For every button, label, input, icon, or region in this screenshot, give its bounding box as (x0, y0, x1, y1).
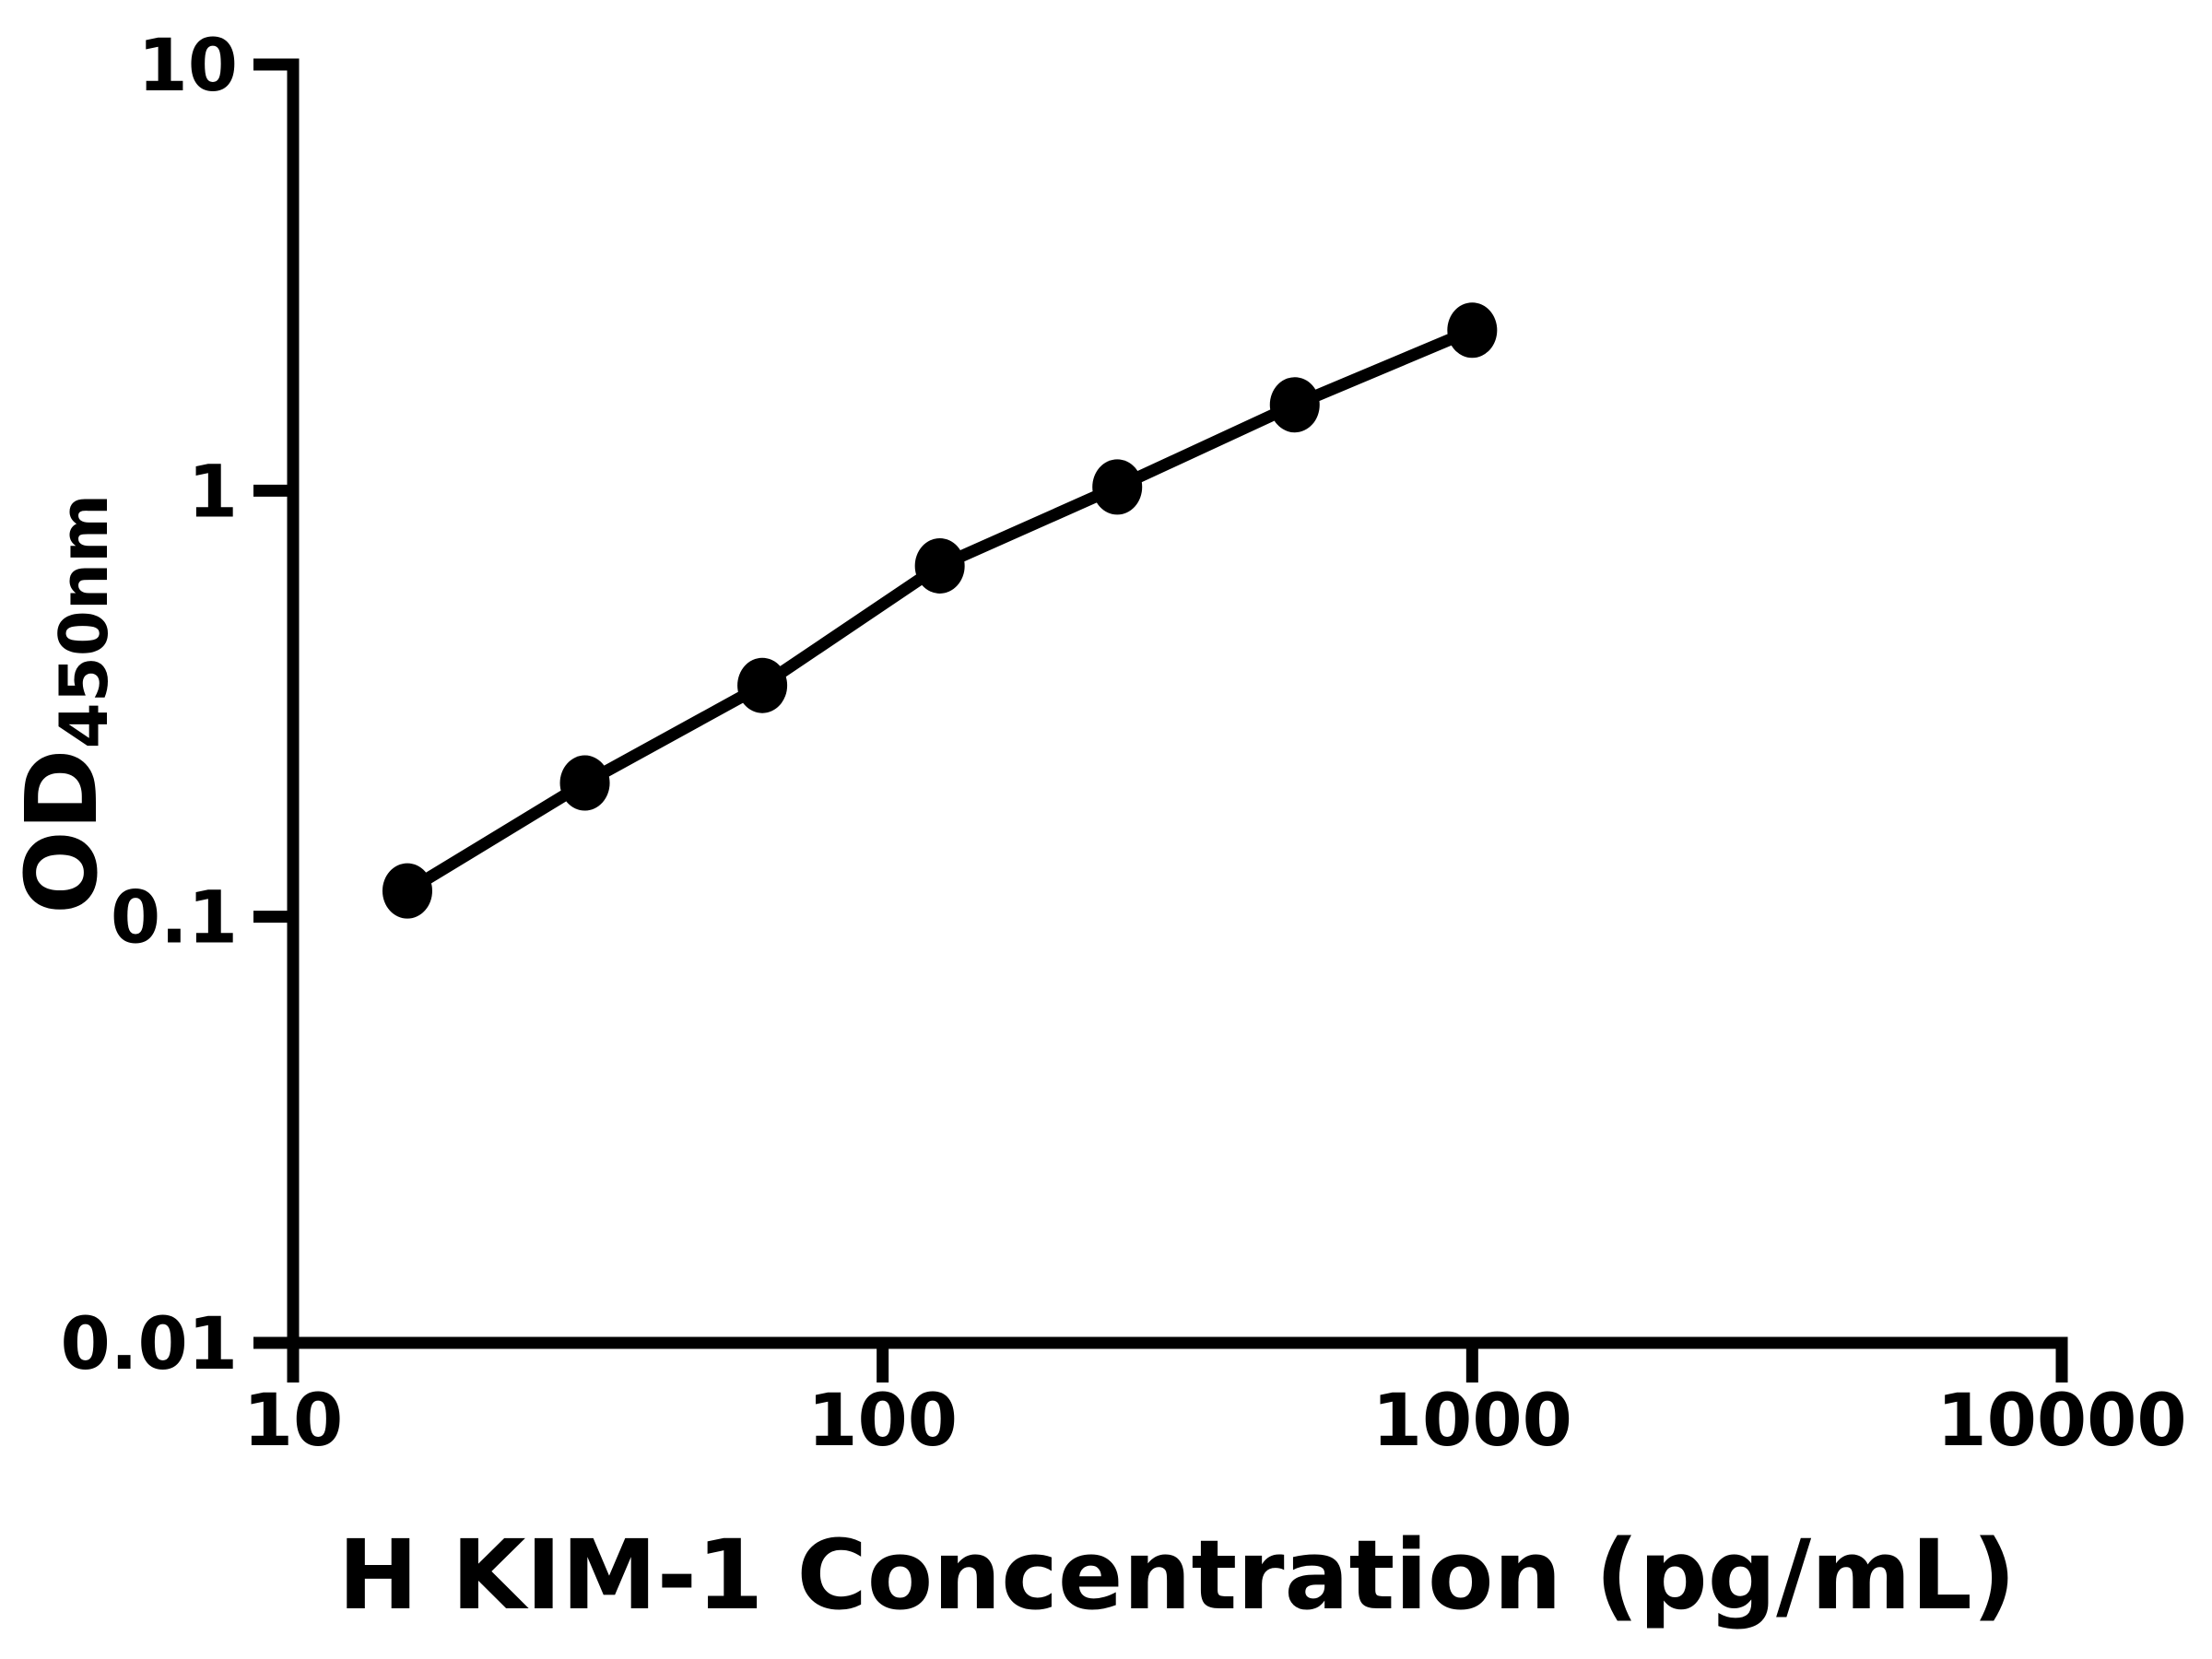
data-point (1447, 302, 1498, 359)
axis-tick-labels: 10 100 1000 10000 0.01 0.1 1 10 (61, 25, 2187, 1463)
x-tick-label: 10000 (1936, 1380, 2186, 1463)
x-tick-label: 1000 (1372, 1380, 1572, 1463)
y-tick-label: 0.1 (111, 877, 238, 960)
x-tick-label: 100 (807, 1380, 958, 1463)
y-tick-label: 0.01 (61, 1303, 238, 1386)
data-point (737, 657, 788, 713)
data-point (1092, 459, 1143, 515)
data-point (914, 537, 965, 594)
axis-ticks (253, 58, 2068, 1382)
y-axis-title-main: OD (6, 748, 120, 914)
data-point (1269, 377, 1320, 433)
y-axis-title-subscript: 450nm (45, 494, 123, 749)
data-point (559, 755, 610, 811)
y-tick-label: 1 (188, 451, 238, 534)
data-point (382, 863, 432, 919)
axes (287, 58, 2068, 1349)
x-axis-title: H KIM-1 Concentration (pg/mL) (338, 1519, 2017, 1631)
y-tick-label: 10 (137, 25, 238, 108)
y-axis-title: OD450nm (6, 494, 123, 914)
x-tick-label: 10 (243, 1380, 344, 1463)
data-series (382, 302, 1498, 919)
